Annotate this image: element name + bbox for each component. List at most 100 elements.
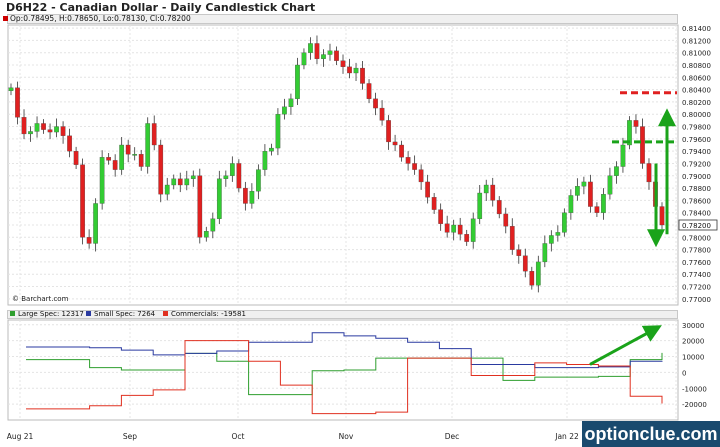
candle-body xyxy=(216,178,222,219)
candle-body xyxy=(470,218,476,242)
price-tick-label: 0.80400 xyxy=(682,87,711,95)
candle-body xyxy=(8,87,14,91)
candle-body xyxy=(477,192,483,219)
candle-body xyxy=(93,203,98,244)
candle-body xyxy=(112,160,118,170)
legend-commercials-label: Commercials: -19581 xyxy=(171,310,246,318)
candle-body xyxy=(288,98,294,107)
x-tick-label: Nov xyxy=(339,432,354,441)
candle-body xyxy=(379,107,385,121)
candle-body xyxy=(392,141,398,146)
cot-tick-label: 0 xyxy=(682,369,686,377)
candle-body xyxy=(138,154,144,167)
candle-body xyxy=(516,249,522,256)
price-tick-label: 0.81000 xyxy=(682,50,711,58)
cot-tick-label: -20000 xyxy=(682,401,707,409)
candle-body xyxy=(405,157,411,164)
legend-small-spec: Small Spec: 7264 xyxy=(86,310,155,319)
x-tick-label: Dec xyxy=(445,432,460,441)
candle-body xyxy=(269,147,274,152)
legend-commercials: Commercials: -19581 xyxy=(163,310,246,319)
candle-body xyxy=(327,50,333,55)
candle-body xyxy=(41,123,46,130)
candle-body xyxy=(464,234,470,242)
candle-body xyxy=(646,163,652,183)
candle-body xyxy=(490,184,496,201)
price-tick-label: 0.80600 xyxy=(682,74,711,82)
legend-large-spec: Large Spec: 12317 xyxy=(10,310,84,319)
legend-large-label: Large Spec: 12317 xyxy=(18,310,84,318)
symbol-color-marker xyxy=(3,16,8,21)
source-label: © Barchart.com xyxy=(12,295,69,303)
candle-body xyxy=(503,213,509,227)
candle-body xyxy=(119,144,125,170)
candle-body xyxy=(340,60,346,67)
candle-body xyxy=(282,106,287,115)
candle-body xyxy=(275,114,281,149)
candle-body xyxy=(562,212,567,233)
candle-body xyxy=(535,261,541,286)
price-panel-frame xyxy=(7,24,679,306)
candle-body xyxy=(601,194,606,213)
candle-body xyxy=(125,144,131,155)
candle-body xyxy=(321,54,326,59)
watermark-logo[interactable]: optionclue.com xyxy=(582,421,720,447)
candle-body xyxy=(418,169,424,183)
candle-body xyxy=(99,157,105,204)
candle-body xyxy=(21,117,27,135)
price-tick-label: 0.78600 xyxy=(682,197,711,205)
candle-body xyxy=(308,43,313,53)
chart-title: D6H22 - Canadian Dollar - Daily Candlest… xyxy=(6,1,316,14)
price-tick-label: 0.81200 xyxy=(682,37,711,45)
cot-panel-frame xyxy=(7,319,679,421)
candle-body xyxy=(614,166,619,176)
candle-body xyxy=(438,209,444,224)
candle-body xyxy=(496,200,502,215)
candle-body xyxy=(431,197,437,210)
candle-body xyxy=(444,223,450,233)
candle-body xyxy=(229,163,235,176)
large-spec-line xyxy=(26,352,663,396)
candle-body xyxy=(256,169,261,192)
candle-body xyxy=(73,151,79,165)
price-tick-label: 0.80800 xyxy=(682,62,711,70)
price-tick-label: 0.79800 xyxy=(682,124,711,132)
candle-body xyxy=(425,181,430,198)
candle-body xyxy=(67,135,72,152)
cot-tick-label: 30000 xyxy=(682,322,704,330)
candle-body xyxy=(451,224,457,233)
price-tick-label: 0.80200 xyxy=(682,99,711,107)
price-tick-label: 0.79400 xyxy=(682,148,711,156)
cot-legend-bar xyxy=(7,310,678,319)
candle-body xyxy=(412,163,417,170)
candle-body xyxy=(607,175,613,195)
price-tick-label: 0.78000 xyxy=(682,234,711,242)
price-tick-label: 0.81400 xyxy=(682,25,711,33)
candle-body xyxy=(620,144,626,167)
candle-body xyxy=(588,181,593,207)
candle-body xyxy=(106,157,111,161)
candle-body xyxy=(640,126,645,164)
price-tick-label: 0.79600 xyxy=(682,136,711,144)
candle-body xyxy=(28,131,33,135)
candle-body xyxy=(347,66,352,74)
candle-body xyxy=(132,154,138,156)
price-tick-label: 0.77400 xyxy=(682,271,711,279)
candle-body xyxy=(301,52,307,66)
candle-body xyxy=(184,178,190,186)
candle-body xyxy=(164,184,170,195)
candle-body xyxy=(529,271,535,286)
candle-body xyxy=(262,151,268,170)
candle-body xyxy=(483,184,489,194)
legend-small-label: Small Spec: 7264 xyxy=(94,310,156,318)
price-tick-label: 0.77200 xyxy=(682,284,711,292)
candle-body xyxy=(366,83,372,99)
candle-body xyxy=(373,98,378,109)
x-tick-label: Oct xyxy=(232,432,245,441)
price-tick-label: 0.77800 xyxy=(682,247,711,255)
cot-tick-label: 20000 xyxy=(682,338,704,346)
candle-body xyxy=(86,237,92,244)
candle-body xyxy=(399,144,404,158)
small-spec-line xyxy=(26,332,663,369)
candle-body xyxy=(190,175,196,179)
